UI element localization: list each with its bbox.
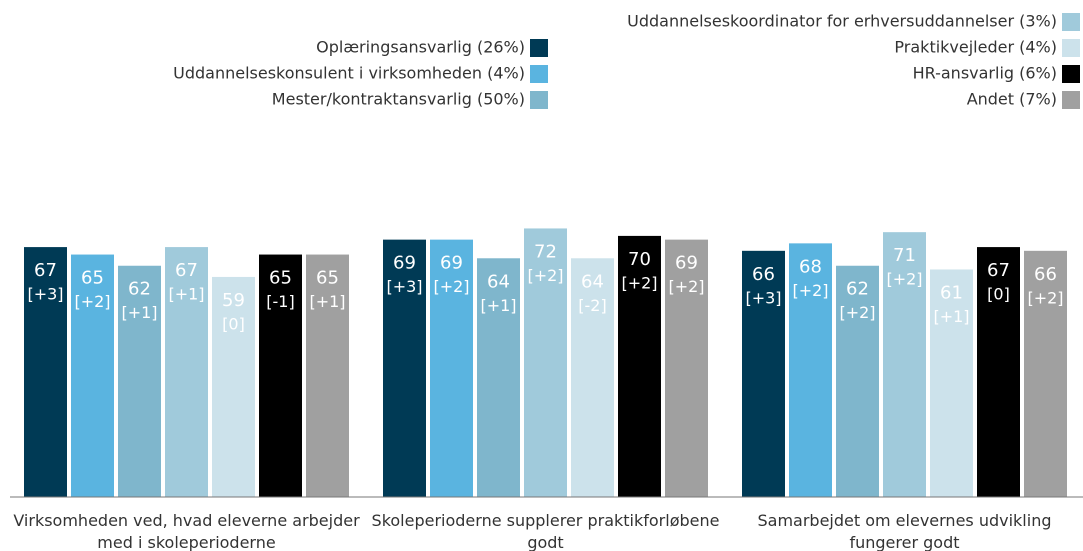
bar	[742, 250, 785, 497]
bar	[165, 247, 208, 497]
bar	[24, 247, 67, 497]
value-label: 65	[81, 268, 104, 289]
legend-swatch	[530, 65, 548, 83]
change-label: [0]	[222, 314, 245, 333]
legend-swatch	[1062, 65, 1080, 83]
legend-swatch	[1062, 13, 1080, 31]
bar	[930, 269, 973, 497]
bar	[259, 254, 302, 497]
value-label: 69	[675, 253, 698, 274]
value-label: 59	[222, 290, 245, 311]
bar	[836, 265, 879, 497]
legend-label: Andet (7%)	[967, 90, 1057, 109]
bar	[71, 254, 114, 497]
value-label: 71	[893, 245, 916, 266]
bar	[383, 239, 426, 497]
legend-swatch	[530, 39, 548, 57]
bar	[118, 265, 161, 497]
bar	[524, 228, 567, 497]
bar	[618, 235, 661, 497]
value-label: 65	[316, 268, 339, 289]
bar	[977, 247, 1020, 497]
x-tick-label: Virksomheden ved, hvad eleverne arbejder…	[13, 511, 360, 551]
change-label: [+3]	[386, 277, 422, 296]
change-label: [+1]	[309, 292, 345, 311]
change-label: [+2]	[74, 292, 110, 311]
value-label: 64	[487, 271, 510, 292]
legend-swatch	[1062, 91, 1080, 109]
change-label: [+1]	[168, 285, 204, 304]
change-label: [+2]	[792, 281, 828, 300]
change-label: [+2]	[1027, 288, 1063, 307]
value-label: 69	[440, 253, 463, 274]
change-label: [+2]	[886, 270, 922, 289]
bar	[212, 276, 255, 497]
legend-label: Praktikvejleder (4%)	[894, 38, 1057, 57]
value-label: 72	[534, 241, 557, 262]
change-label: [+1]	[480, 296, 516, 315]
change-label: [+1]	[933, 307, 969, 326]
change-label: [+2]	[839, 303, 875, 322]
value-label: 67	[34, 260, 57, 281]
bar	[789, 243, 832, 497]
change-label: [+2]	[433, 277, 469, 296]
bar	[306, 254, 349, 497]
value-label: 65	[269, 268, 292, 289]
bar	[477, 258, 520, 497]
change-label: [+2]	[621, 273, 657, 292]
change-label: [0]	[987, 285, 1010, 304]
x-tick-label: Samarbejdet om elevernes udvikling funge…	[757, 511, 1052, 551]
legend-label: Uddannelseskoordinator for erhversuddann…	[627, 12, 1057, 31]
value-label: 67	[987, 260, 1010, 281]
value-label: 67	[175, 260, 198, 281]
change-label: [+3]	[745, 288, 781, 307]
bar	[665, 239, 708, 497]
bar	[883, 232, 926, 498]
legend-label: HR-ansvarlig (6%)	[913, 64, 1057, 83]
value-label: 66	[752, 264, 775, 285]
value-label: 62	[846, 279, 869, 300]
bar	[1024, 250, 1067, 497]
value-label: 70	[628, 249, 651, 270]
x-tick-label: Skoleperioderne supplerer praktikforløbe…	[371, 511, 720, 551]
value-label: 64	[581, 271, 604, 292]
change-label: [+2]	[668, 277, 704, 296]
value-label: 69	[393, 253, 416, 274]
value-label: 61	[940, 282, 963, 303]
change-label: [+1]	[121, 303, 157, 322]
value-label: 66	[1034, 264, 1057, 285]
value-label: 62	[128, 279, 151, 300]
bar	[430, 239, 473, 497]
value-label: 68	[799, 256, 822, 277]
legend-label: Uddannelseskonsulent i virksomheden (4%)	[173, 64, 525, 83]
bar	[571, 258, 614, 497]
legend-label: Mester/kontraktansvarlig (50%)	[272, 90, 525, 109]
legend-swatch	[1062, 39, 1080, 57]
legend-swatch	[530, 91, 548, 109]
change-label: [-1]	[266, 292, 294, 311]
change-label: [+2]	[527, 266, 563, 285]
legend-label: Oplæringsansvarlig (26%)	[316, 38, 525, 57]
change-label: [-2]	[578, 296, 606, 315]
change-label: [+3]	[27, 285, 63, 304]
